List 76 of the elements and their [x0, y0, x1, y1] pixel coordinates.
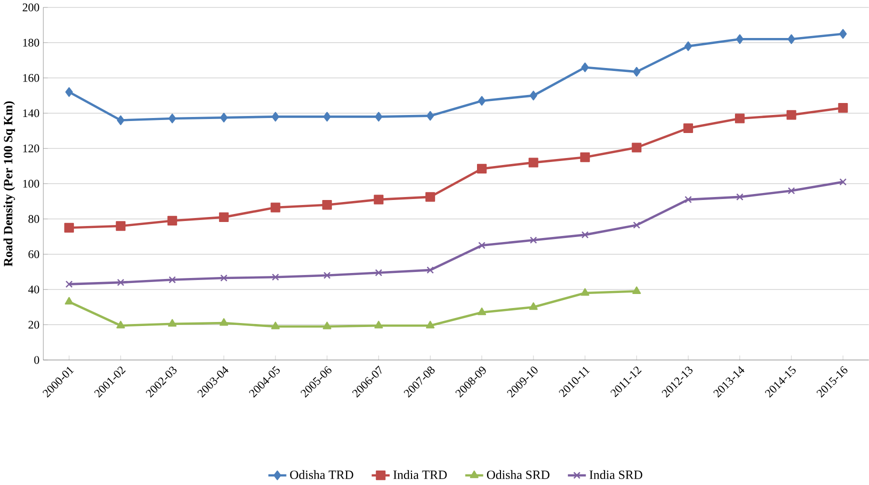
point: [220, 112, 228, 123]
y-tick-label: 120: [23, 144, 40, 152]
point: [168, 276, 176, 284]
legend-label: Odisha TRD: [290, 470, 354, 480]
point: [375, 269, 382, 276]
y-tick-label: 100: [23, 180, 40, 188]
point: [684, 41, 692, 52]
point: [374, 194, 384, 205]
legend-label: India SRD: [590, 470, 642, 480]
point: [839, 178, 847, 186]
point: [734, 114, 745, 124]
point: [839, 29, 847, 39]
point: [168, 319, 177, 327]
point: [736, 193, 744, 201]
point: [323, 112, 331, 122]
point: [581, 62, 589, 72]
y-axis-title: Road Density (Per 100 Sq Km): [4, 102, 15, 267]
point: [633, 222, 640, 229]
point: [838, 103, 848, 113]
point: [426, 266, 434, 274]
point: [426, 111, 434, 121]
point: [64, 223, 74, 233]
point: [374, 112, 382, 122]
point: [580, 288, 590, 296]
y-tick-label: 200: [22, 4, 40, 12]
point: [736, 34, 744, 44]
point: [117, 278, 124, 286]
point: [580, 152, 590, 162]
point: [788, 34, 796, 44]
point: [581, 231, 589, 239]
y-tick-label: 160: [23, 74, 40, 82]
point: [219, 212, 229, 222]
point: [476, 164, 487, 174]
point: [116, 116, 124, 126]
point: [271, 322, 280, 330]
point: [322, 200, 332, 210]
y-tick-label: 20: [28, 320, 40, 329]
point: [116, 221, 126, 231]
point: [786, 110, 796, 120]
point: [529, 302, 538, 310]
point: [272, 112, 280, 122]
point: [683, 123, 694, 134]
point: [270, 202, 280, 212]
y-tick-label: 60: [28, 250, 40, 258]
point: [528, 158, 538, 168]
y-tick-label: 140: [23, 109, 40, 118]
point: [64, 297, 74, 305]
point: [530, 236, 538, 244]
point: [530, 90, 538, 101]
y-tick-label: 180: [23, 38, 40, 47]
point: [65, 280, 73, 288]
point: [478, 308, 486, 316]
y-tick-label: 40: [28, 286, 40, 294]
point: [632, 286, 641, 294]
point: [323, 272, 331, 280]
point: [478, 242, 486, 250]
y-tick-label: 80: [28, 215, 40, 224]
point: [426, 320, 435, 328]
point: [167, 216, 178, 226]
point: [272, 274, 280, 281]
point: [220, 274, 228, 282]
point: [322, 322, 332, 330]
point: [65, 87, 73, 98]
legend-label: Odisha SRD: [486, 470, 550, 480]
point: [632, 142, 642, 153]
y-tick-label: 0: [34, 356, 40, 364]
point: [116, 320, 125, 328]
point: [374, 320, 383, 328]
point: [425, 192, 436, 202]
point: [788, 187, 796, 194]
point: [220, 318, 228, 326]
point: [684, 196, 692, 204]
point: [478, 96, 486, 106]
legend-label: India TRD: [393, 470, 447, 480]
point: [168, 114, 176, 124]
point: [632, 67, 640, 77]
